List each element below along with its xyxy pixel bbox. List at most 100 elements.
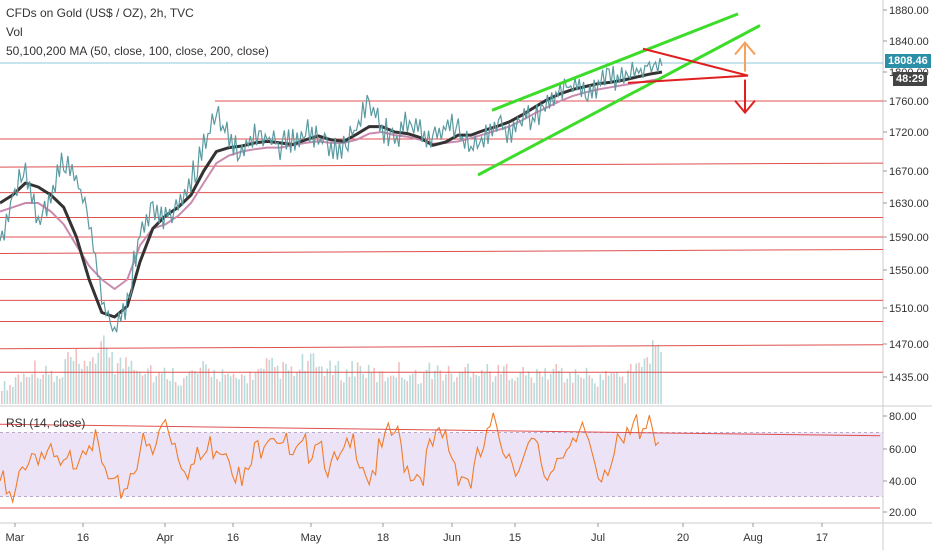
volume-bar <box>588 375 591 404</box>
ma-legend: 50,100,200 MA (50, close, 100, close, 20… <box>6 44 269 58</box>
volume-bar <box>268 359 271 404</box>
volume-bar <box>613 373 615 404</box>
volume-bar <box>591 378 593 404</box>
volume-bar <box>172 367 174 404</box>
x-tick-label: 18 <box>377 532 389 544</box>
volume-bar <box>525 375 527 404</box>
volume-bar <box>169 380 171 404</box>
volume-bar <box>263 368 265 404</box>
volume-bar <box>75 348 78 404</box>
volume-bar <box>56 375 58 404</box>
volume-bar <box>453 381 455 404</box>
volume-bar <box>235 377 238 404</box>
volume-bar <box>340 380 342 404</box>
volume-bar <box>67 352 69 404</box>
volume-bar <box>276 365 279 404</box>
volume-bar <box>618 376 621 404</box>
volume-bar <box>9 385 11 404</box>
volume-bar <box>111 351 113 404</box>
volume-bar <box>119 357 122 404</box>
volume-bar <box>373 367 375 404</box>
volume-bar <box>411 373 414 404</box>
volume-bar <box>356 362 359 404</box>
volume-bar <box>39 379 42 404</box>
volume-bar <box>607 375 610 404</box>
countdown-tag: 48:29 <box>893 72 928 86</box>
volume-bar <box>50 370 53 404</box>
x-tick-label: Mar <box>6 532 25 544</box>
volume-bar <box>155 376 158 404</box>
y-tick-label: 1880.00 <box>889 5 929 17</box>
volume-bar <box>362 373 364 404</box>
volume-bar <box>508 380 511 404</box>
volume-bar <box>527 371 530 404</box>
volume-bar <box>312 353 315 404</box>
volume-bar <box>116 363 119 404</box>
volume-bar <box>298 369 301 404</box>
volume-bar <box>649 363 651 404</box>
y-tick-label: 1590.00 <box>889 232 929 244</box>
volume-bar <box>260 368 262 404</box>
rsi-tick-label: 60.00 <box>889 444 917 456</box>
volume-bar <box>138 371 141 404</box>
volume-bar <box>83 360 86 404</box>
volume-bar <box>439 370 442 404</box>
volume-bar <box>384 381 387 404</box>
volume-bar <box>97 352 100 404</box>
volume-bar <box>246 383 249 404</box>
volume-bar <box>279 378 282 404</box>
x-tick-label: Aug <box>743 532 763 544</box>
volume-bar <box>205 364 207 404</box>
volume-bar <box>456 377 458 404</box>
volume-bar <box>290 366 293 404</box>
volume-bar <box>136 370 138 404</box>
volume-bar <box>152 382 155 404</box>
volume-bar <box>475 374 478 404</box>
volume-bar <box>425 369 428 404</box>
volume-bar <box>552 368 555 404</box>
volume-bar <box>354 376 356 404</box>
volume-bar <box>414 369 417 404</box>
volume-bar <box>174 381 177 404</box>
volume-bar <box>12 386 14 404</box>
ma-slow-line <box>0 77 663 290</box>
volume-bar <box>398 362 400 404</box>
volume-bar <box>365 378 367 404</box>
volume-bar <box>660 352 662 404</box>
volume-bar <box>86 365 89 404</box>
volume-bar <box>403 379 406 404</box>
volume-bar <box>144 373 147 404</box>
y-tick-label: 1630.00 <box>889 198 929 210</box>
volume-bar <box>166 379 169 404</box>
volume-bar <box>367 364 370 404</box>
volume-bar <box>345 369 348 404</box>
x-tick-label: 16 <box>77 532 89 544</box>
volume-bar <box>23 373 25 404</box>
volume-bar <box>428 362 431 404</box>
volume-bar <box>163 367 166 404</box>
volume-bar <box>105 347 108 404</box>
y-tick-label: 1760.00 <box>889 96 929 108</box>
volume-bar <box>436 365 439 404</box>
volume-bar <box>500 374 502 404</box>
support-resistance-line <box>0 344 884 350</box>
x-tick-label: 17 <box>816 532 828 544</box>
y-tick-label: 1670.00 <box>889 166 929 178</box>
volume-bar <box>434 370 436 404</box>
channel-lower-line <box>477 24 761 177</box>
volume-bar <box>257 369 260 404</box>
y-tick-label: 1435.00 <box>889 372 929 384</box>
volume-bar <box>180 385 182 404</box>
rsi-tick-label: 20.00 <box>889 507 917 519</box>
volume-bar <box>28 377 31 404</box>
rsi-band <box>0 432 883 497</box>
channel-upper-line <box>491 12 739 112</box>
volume-bar <box>549 373 552 404</box>
volume-bar <box>464 367 466 404</box>
volume-bar <box>45 365 47 404</box>
volume-bar <box>199 367 202 404</box>
volume-bar <box>632 372 635 404</box>
rsi-tick-label: 80.00 <box>889 411 917 423</box>
